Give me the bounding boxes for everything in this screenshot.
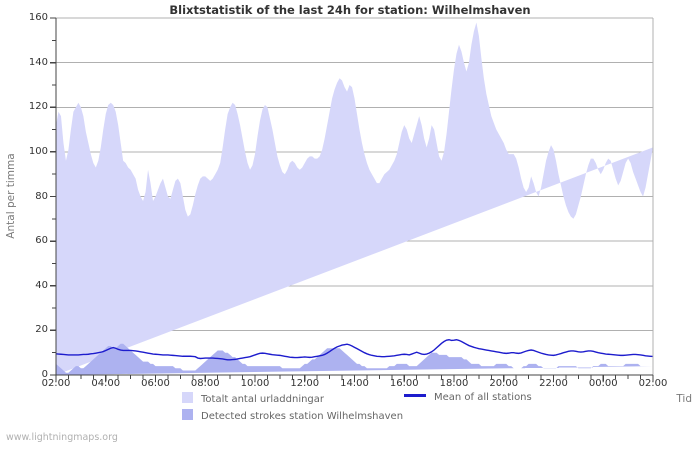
- x-tick-label: 02:00: [638, 378, 668, 389]
- y-tick-label: 80: [35, 190, 48, 202]
- y-tick-label: 0: [41, 369, 48, 380]
- legend-label-mean: Mean of all stations: [434, 392, 532, 403]
- legend-label-total: Totalt antal urladdningar: [201, 394, 325, 405]
- x-tick-label: 12:00: [290, 378, 320, 389]
- y-tick-label: 120: [28, 101, 48, 113]
- y-tick-label: 60: [35, 235, 48, 247]
- x-tick-label: 20:00: [489, 378, 519, 389]
- x-tick-label: 18:00: [439, 378, 469, 389]
- watermark-text: www.lightningmaps.org: [6, 432, 118, 443]
- y-tick-label: 40: [35, 279, 48, 291]
- page-title: Blixtstatistik of the last 24h for stati…: [169, 3, 531, 17]
- x-tick-label: 08:00: [190, 378, 220, 389]
- x-tick-label: 00:00: [588, 378, 618, 389]
- y-tick-label: 20: [35, 324, 48, 336]
- y-tick-label: 160: [28, 12, 48, 23]
- legend-line-mean: [404, 394, 426, 397]
- legend-item-mean: Mean of all stations: [404, 392, 532, 403]
- legend-label-detected: Detected strokes station Wilhelmshaven: [201, 411, 404, 422]
- y-tick-label: 140: [28, 56, 48, 68]
- x-tick-label: 02:00: [41, 378, 71, 389]
- x-tick-label: 14:00: [340, 378, 369, 389]
- x-axis-label: Tid: [676, 393, 692, 405]
- x-tick-label: 10:00: [240, 378, 270, 389]
- y-tick-label: 100: [28, 145, 48, 157]
- x-tick-label: 16:00: [389, 378, 419, 389]
- legend-swatch-detected: [182, 409, 193, 420]
- x-tick-label: 22:00: [539, 378, 568, 389]
- chart-legend: Totalt antal urladdningar Detected strok…: [0, 392, 700, 428]
- x-tick-label: 06:00: [141, 378, 170, 389]
- x-tick-label: 04:00: [91, 378, 121, 389]
- legend-item-total: Totalt antal urladdningar: [182, 392, 324, 405]
- legend-item-detected: Detected strokes station Wilhelmshaven: [182, 409, 403, 422]
- legend-swatch-total: [182, 392, 193, 403]
